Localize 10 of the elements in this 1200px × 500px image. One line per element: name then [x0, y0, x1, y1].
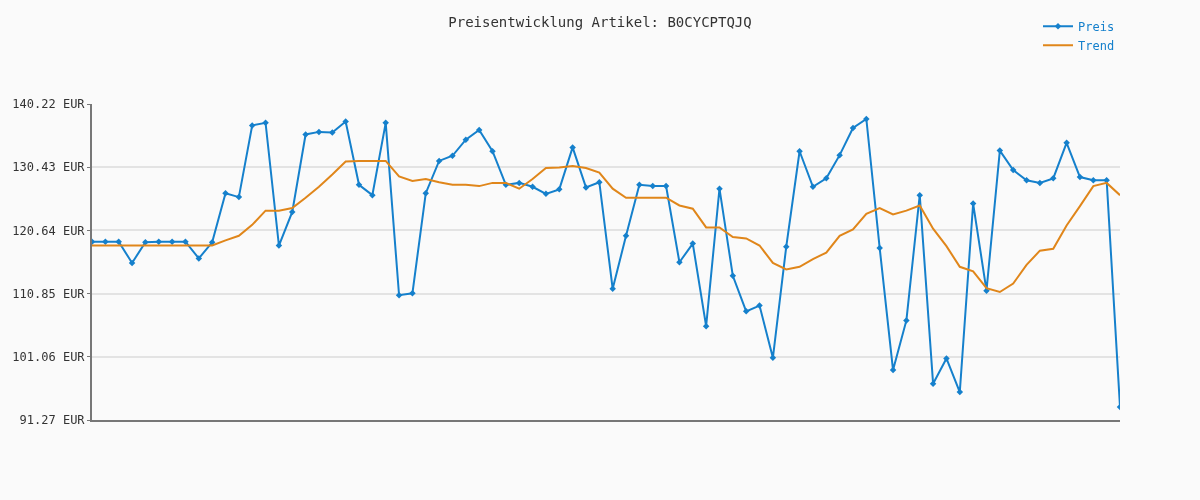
line-series: [92, 159, 1120, 293]
y-tick-label: 91.27 EUR: [19, 413, 86, 428]
y-tick-label: 130.43 EUR: [12, 160, 86, 175]
y-tick-label: 101.06 EUR: [12, 350, 86, 364]
legend-label: Preis: [1078, 19, 1115, 34]
y-tick-label: 140.22 EUR: [12, 97, 86, 112]
y-tick-label: 110.85 EUR: [12, 286, 86, 301]
y-tick-label: 120.64 EUR: [12, 223, 86, 238]
legend-label: Trend: [1078, 38, 1115, 53]
chart-title: Preisentwicklung Artikel: B0CYCPTQJQ: [448, 14, 752, 31]
